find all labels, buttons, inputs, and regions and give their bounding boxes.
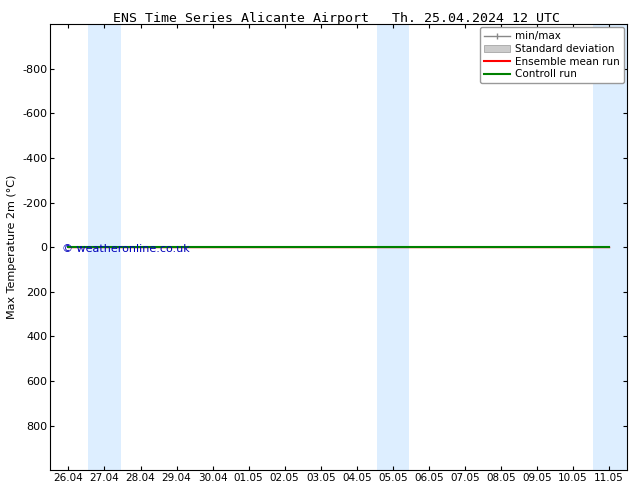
Text: ENS Time Series Alicante Airport: ENS Time Series Alicante Airport (113, 12, 369, 25)
Y-axis label: Max Temperature 2m (°C): Max Temperature 2m (°C) (7, 175, 17, 319)
Text: © weatheronline.co.uk: © weatheronline.co.uk (62, 245, 190, 254)
Legend: min/max, Standard deviation, Ensemble mean run, Controll run: min/max, Standard deviation, Ensemble me… (479, 27, 624, 83)
Bar (593, 24, 627, 470)
Bar (377, 24, 409, 470)
Text: Th. 25.04.2024 12 UTC: Th. 25.04.2024 12 UTC (392, 12, 559, 25)
Bar (88, 24, 120, 470)
